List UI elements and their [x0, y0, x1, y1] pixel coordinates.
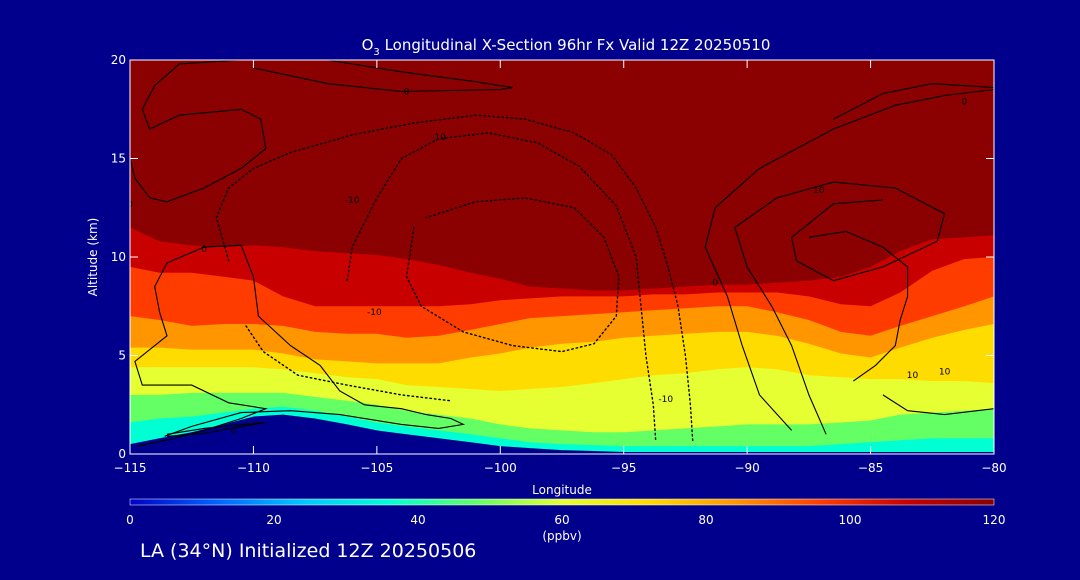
y-axis-label: Altitude (km)	[86, 218, 100, 297]
contour-label: 10	[813, 186, 825, 196]
contour-line-neg10	[346, 132, 657, 443]
contour-label: 0	[201, 245, 207, 255]
contour-label: 0	[712, 279, 718, 289]
contour-line-0	[833, 83, 994, 120]
x-tick-label: −105	[360, 461, 393, 475]
y-tick-label: 15	[111, 152, 126, 166]
contour-label: 10	[939, 367, 951, 377]
contour-label: -10	[367, 308, 382, 318]
colorbar-tick-label: 0	[126, 513, 134, 527]
footer-label: LA (34°N) Initialized 12Z 20250506	[140, 540, 477, 562]
contour-line-neg10	[245, 325, 452, 402]
x-tick-label: −80	[981, 461, 1006, 475]
colorbar-unit-label: (ppbv)	[542, 529, 581, 543]
contour-lines: 0 0 0 0 0 0 10 10 10 -10 -10 -10 -10	[127, 60, 994, 447]
contour-label: 10	[907, 371, 919, 381]
axes: −115 −110 −105 −100 −95 −90 −85 −80 0 5 10 15 20	[111, 53, 1007, 475]
colorbar-tick-label: 60	[554, 513, 569, 527]
terrain-mask	[130, 414, 994, 454]
contour-label: 0	[231, 426, 237, 436]
contour-line-10	[882, 394, 994, 416]
y-tick-label: 20	[111, 53, 126, 67]
x-tick-label: −90	[734, 461, 759, 475]
contour-label: 0	[127, 200, 133, 210]
x-tick-label: −100	[484, 461, 517, 475]
contour-label: 0	[962, 97, 968, 107]
y-tick-label: 0	[118, 447, 126, 461]
contour-label: -10	[658, 395, 673, 405]
colorbar-strip	[129, 498, 995, 506]
contour-line-0	[704, 88, 994, 431]
colorbar-tick-label: 40	[410, 513, 425, 527]
contour-line-neg10	[405, 197, 620, 353]
x-tick-label: −95	[611, 461, 636, 475]
contour-label: 0	[404, 88, 410, 98]
colorbar: 0 20 40 60 80 100 120	[126, 498, 1006, 527]
contour-line-10	[808, 230, 909, 382]
colorbar-tick-label: 100	[839, 513, 862, 527]
contour-label: -10	[345, 196, 360, 206]
colorbar-tick-label: 80	[698, 513, 713, 527]
x-tick-label: −110	[237, 461, 270, 475]
contour-line-0	[134, 244, 466, 447]
x-axis-label: Longitude	[532, 483, 592, 497]
x-tick-label: −85	[858, 461, 883, 475]
contour-line-0	[130, 60, 267, 203]
contour-line-0	[166, 421, 266, 437]
chart-title: O3 Longitudinal X-Section 96hr Fx Valid …	[362, 36, 771, 58]
contour-line-0	[253, 60, 513, 93]
y-tick-label: 5	[118, 349, 126, 363]
colorbar-tick-label: 20	[266, 513, 281, 527]
y-tick-label: 10	[111, 250, 126, 264]
x-tick-label: −115	[114, 461, 147, 475]
contour-label: -10	[431, 133, 446, 143]
contour-line-neg10	[215, 114, 694, 443]
colorbar-tick-label: 120	[983, 513, 1006, 527]
contour-line-10	[734, 181, 946, 435]
terrain	[130, 414, 994, 454]
plot-area: 0 0 0 0 0 0 10 10 10 -10 -10 -10 -10	[127, 60, 994, 454]
